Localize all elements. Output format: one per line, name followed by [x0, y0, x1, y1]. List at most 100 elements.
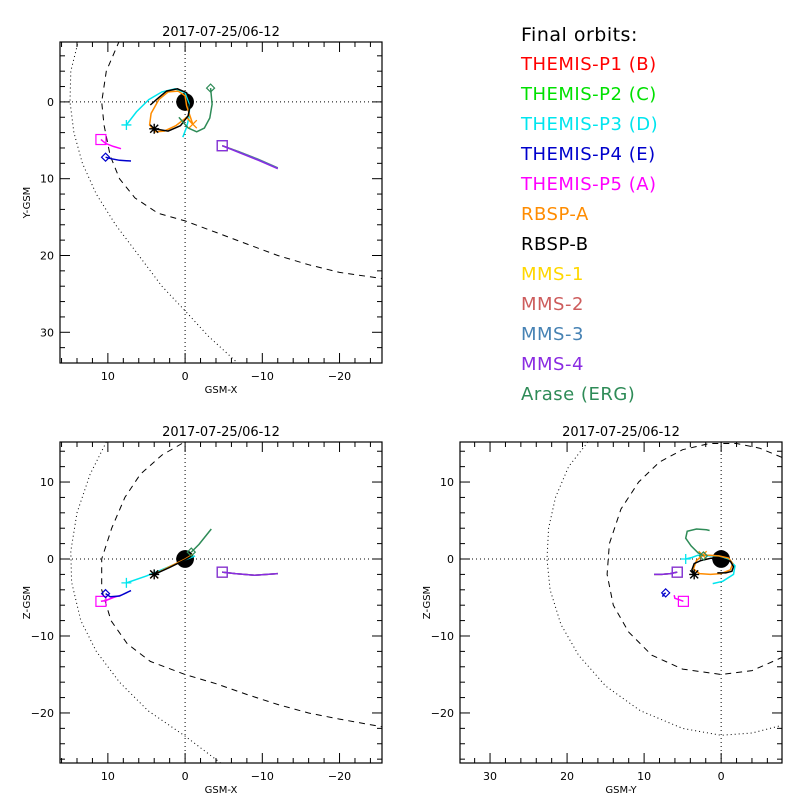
plot-frame [59, 41, 383, 364]
legend-item: Arase (ERG) [521, 384, 636, 405]
magnetopause-line [101, 443, 382, 728]
panel-bottom-right: 30 20 10 0 10 0 −10 −20 2017-07-25/06-12 GSM-Y Z-G… [422, 425, 783, 796]
legend-item: THEMIS-P3 (D) [521, 114, 659, 135]
legend-item: THEMIS-P2 (C) [521, 84, 657, 105]
plot-area [60, 42, 382, 363]
square-marker [677, 595, 689, 607]
x-tick-label: −10 [251, 370, 274, 383]
series-themis-p4-e [100, 588, 132, 599]
series-rbsp-b [149, 555, 193, 580]
y-tick-label: 0 [47, 553, 54, 566]
series-arase-erg [186, 528, 212, 557]
x-tick-label: 0 [182, 770, 189, 783]
plus-marker [121, 577, 132, 588]
orbit-line [222, 571, 278, 576]
x-tick-label: −10 [251, 770, 274, 783]
series-mms-4 [654, 566, 683, 578]
square-marker [216, 566, 228, 578]
orbit-line [673, 595, 684, 603]
square-marker [671, 566, 683, 578]
legend-items: THEMIS-P1 (B) THEMIS-P2 (C) THEMIS-P3 (D) T… [521, 50, 658, 410]
bow-shock-line [69, 42, 238, 363]
y-axis-label: Y-GSM [22, 187, 33, 220]
x-axis-label: GSM-Y [605, 785, 637, 796]
diamond-marker [698, 551, 709, 561]
asterisk-marker [149, 569, 160, 580]
legend-item: THEMIS-P4 (E) [521, 144, 656, 165]
orbit-line [691, 557, 735, 575]
plot-area [60, 442, 382, 763]
y-tick-label: 10 [440, 476, 454, 489]
plus-marker [680, 554, 691, 565]
x-tick-label: −20 [328, 770, 351, 783]
y-tick-label: 10 [40, 173, 54, 186]
panel-top: 10 0 −10 −20 0 10 20 30 2017-07-25/06-12 GSM-X Y-G… [22, 25, 383, 396]
x-marker [188, 119, 198, 129]
plot-area [460, 442, 782, 763]
series-mms-3 [216, 140, 279, 169]
legend-item: THEMIS-P5 (A) [521, 174, 657, 195]
asterisk-marker [689, 569, 700, 580]
square-marker [95, 133, 107, 146]
y-tick-label: 20 [40, 249, 54, 262]
series-rbsp-b [689, 557, 735, 580]
legend-item: MMS-2 [521, 294, 584, 315]
series-themis-p5-a [95, 133, 122, 150]
earth-icon [712, 550, 731, 568]
diamond-marker [660, 588, 671, 598]
bow-shock-line [546, 442, 782, 736]
orbit-line [221, 145, 279, 170]
y-tick-label: −20 [31, 707, 54, 720]
magnetopause-line [606, 443, 782, 676]
series-themis-p5-a [673, 595, 689, 607]
magnetopause-line [101, 42, 382, 279]
y-tick-label: 0 [47, 96, 54, 109]
series-rbsp-a [148, 90, 198, 133]
square-marker [216, 140, 228, 152]
square-marker [216, 140, 228, 152]
y-tick-label: 30 [40, 326, 54, 339]
bow-shock-line [70, 442, 221, 763]
series-arase-erg [684, 528, 710, 561]
asterisk-marker [149, 123, 160, 134]
x-tick-label: 0 [718, 770, 725, 783]
legend-item: THEMIS-P1 (B) [521, 54, 657, 75]
panel-title: 2017-07-25/06-12 [562, 425, 680, 440]
x-axis-label: GSM-X [205, 785, 238, 796]
orbit-line [654, 571, 678, 576]
diamond-marker [100, 152, 111, 163]
series-mms-2 [654, 566, 683, 578]
orbit-line [190, 528, 212, 553]
x-tick-label: −20 [328, 370, 351, 383]
series-mms-4 [216, 140, 279, 170]
series-mms-4 [216, 566, 278, 578]
panel-bottom-left: 10 0 −10 −20 10 0 −10 −20 2017-07-25/06-12 GSM-X Z… [22, 425, 383, 796]
diamond-marker [205, 83, 216, 93]
orbit-line [178, 88, 213, 133]
orbit-line [153, 555, 193, 576]
legend-item: RBSP-A [521, 204, 589, 225]
legend: Final orbits: THEMIS-P1 (B) THEMIS-P2 (C)… [521, 20, 658, 410]
orbit-line [684, 528, 710, 557]
x-tick-label: 10 [637, 770, 651, 783]
plus-marker [121, 119, 132, 130]
plot-frame [59, 441, 383, 764]
plot-frame [459, 441, 783, 764]
orbit-line [692, 554, 734, 576]
x-tick-label: 20 [560, 770, 574, 783]
orbit-line [100, 138, 122, 150]
legend-item: MMS-1 [521, 264, 584, 285]
y-tick-label: 10 [40, 476, 54, 489]
x-tick-label: 30 [483, 770, 497, 783]
series-themis-p4-e [100, 152, 132, 163]
x-tick-label: 10 [101, 370, 115, 383]
series-themis-p4-e [660, 588, 671, 598]
diamond-marker [100, 588, 111, 599]
orbit-line [149, 88, 192, 132]
x-axis-label: GSM-X [205, 385, 238, 396]
x-tick-label: 10 [101, 770, 115, 783]
series-arase-erg [178, 83, 216, 133]
legend-item: MMS-4 [521, 354, 584, 375]
y-tick-label: −20 [431, 707, 454, 720]
